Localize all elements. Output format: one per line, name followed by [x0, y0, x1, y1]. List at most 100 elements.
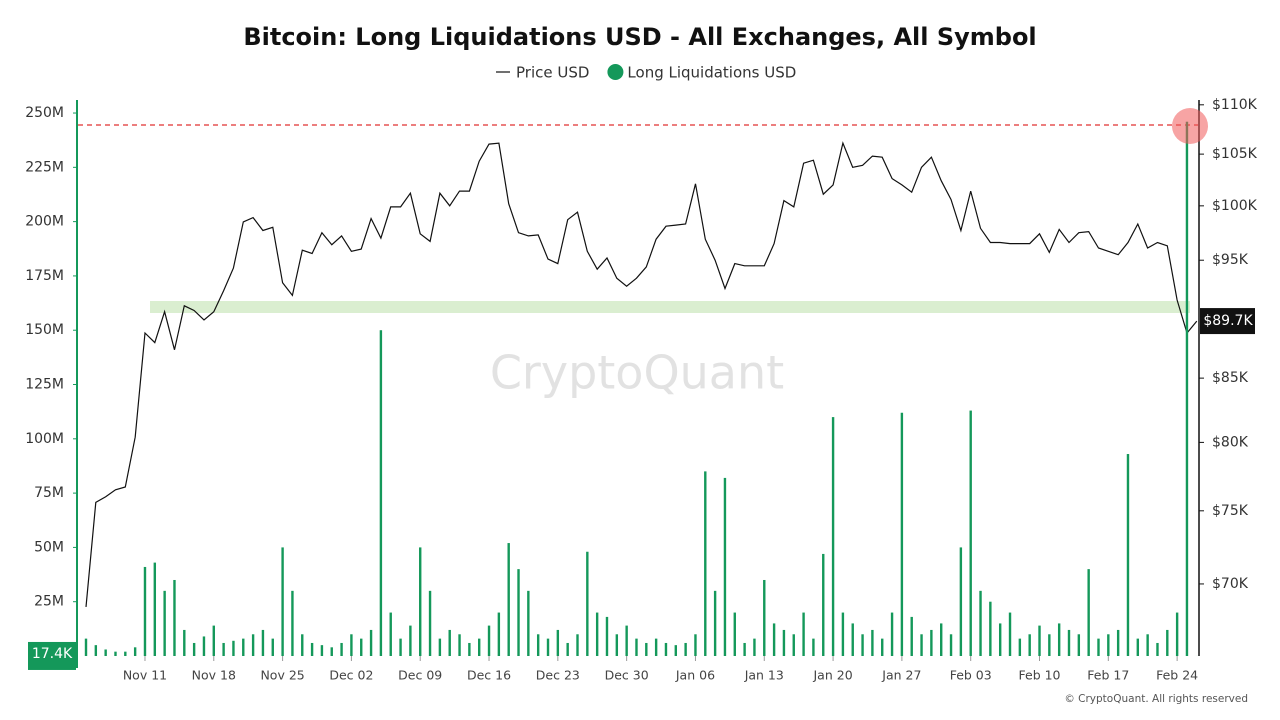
bar — [704, 471, 707, 656]
bar — [1097, 638, 1100, 656]
last-value-box — [1200, 308, 1255, 335]
bar — [251, 634, 255, 656]
bar — [841, 612, 845, 656]
x-tick-label: Jan 20 — [813, 668, 853, 683]
bar — [1028, 634, 1031, 656]
bar — [104, 649, 107, 656]
bar — [1087, 569, 1090, 656]
y-tick-label: 150M — [25, 322, 64, 338]
price-line — [85, 141, 1198, 607]
x-tick-label: Jan 13 — [744, 668, 784, 683]
watermark: CryptoQuant — [490, 346, 784, 400]
y-tick-label: 125M — [25, 377, 64, 393]
bar — [1057, 623, 1061, 656]
bar — [1008, 612, 1012, 656]
bar — [1018, 638, 1022, 656]
x-tick-label: Dec 30 — [605, 668, 649, 683]
bar — [763, 579, 766, 656]
bar — [133, 647, 137, 656]
bar — [586, 551, 589, 656]
x-tick-label: Nov 18 — [192, 668, 236, 683]
bar — [212, 625, 215, 656]
bar — [1038, 625, 1041, 656]
bar — [291, 590, 294, 656]
bar — [664, 642, 668, 656]
y-tick-label: 75M — [34, 485, 64, 501]
bar — [546, 638, 550, 656]
x-tick-label: Feb 24 — [1156, 668, 1198, 683]
x-tick-label: Dec 09 — [398, 668, 442, 683]
bar — [772, 623, 776, 656]
bar — [674, 645, 677, 656]
bar — [959, 547, 963, 656]
bar — [478, 638, 481, 656]
bar — [615, 634, 619, 656]
x-tick-label: Feb 10 — [1019, 668, 1061, 683]
bar — [1175, 612, 1179, 656]
bar — [202, 636, 206, 656]
bar — [1048, 634, 1051, 656]
y-tick-label: 225M — [25, 159, 64, 175]
y-tick-label: 200M — [25, 214, 64, 230]
bar — [340, 642, 343, 656]
bar — [743, 642, 746, 656]
bar — [301, 634, 304, 656]
bar — [900, 412, 904, 656]
bar — [861, 634, 864, 656]
bar — [271, 638, 274, 656]
bar — [242, 638, 245, 656]
bar — [890, 612, 894, 656]
bar — [1126, 454, 1130, 656]
bar — [713, 590, 717, 656]
y-tick-label: 50M — [34, 539, 64, 555]
x-tick-label: Dec 23 — [536, 668, 580, 683]
bar — [320, 645, 324, 656]
bar — [979, 590, 982, 656]
copyright: © CryptoQuant. All rights reserved — [1064, 693, 1248, 705]
bar — [556, 629, 560, 656]
y-tick-label: 175M — [25, 268, 64, 284]
bar — [281, 547, 284, 656]
bar — [1107, 634, 1110, 656]
y2-tick-label: $70K — [1212, 576, 1249, 592]
bar — [1156, 642, 1159, 656]
bar — [124, 651, 127, 656]
bar — [920, 634, 923, 656]
y2-tick-label: $110K — [1212, 97, 1258, 113]
x-tick-label: Dec 02 — [329, 668, 373, 683]
support-band — [150, 301, 1190, 313]
bar — [330, 647, 333, 656]
last-value-label: 17.4K — [32, 646, 73, 662]
bar — [871, 629, 874, 656]
bar — [458, 634, 461, 656]
x-tick-label: Feb 17 — [1087, 668, 1129, 683]
bar — [694, 634, 697, 656]
bar — [910, 616, 913, 656]
bar — [163, 590, 166, 656]
last-value-label: $89.7K — [1203, 313, 1253, 329]
bar — [625, 625, 628, 656]
x-tick-label: Feb 03 — [950, 668, 992, 683]
bar — [468, 642, 471, 656]
bar — [369, 629, 373, 656]
bar — [153, 562, 157, 656]
bar — [635, 638, 638, 656]
marks — [84, 121, 1198, 656]
legend-swatch — [607, 64, 624, 80]
bar — [497, 612, 501, 656]
y2-tick-label: $95K — [1212, 252, 1249, 268]
bar — [114, 651, 117, 656]
bar — [1146, 634, 1149, 656]
bar — [379, 330, 383, 656]
x-tick-label: Nov 11 — [123, 668, 167, 683]
bar — [1185, 121, 1189, 656]
bar — [487, 625, 491, 656]
bar — [822, 553, 825, 656]
bar — [605, 616, 609, 656]
high-marker — [1172, 108, 1208, 144]
bar — [654, 638, 658, 656]
bar — [84, 638, 88, 656]
bar — [192, 642, 196, 656]
bar — [881, 638, 884, 656]
